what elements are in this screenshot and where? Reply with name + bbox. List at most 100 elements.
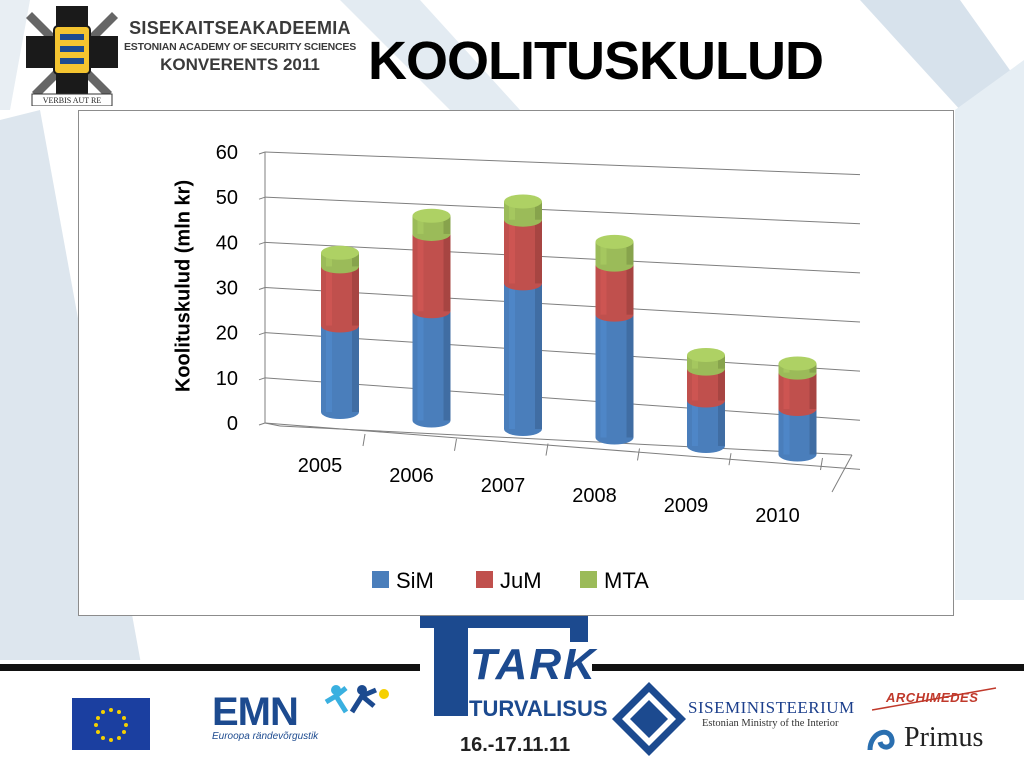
- bar-shadow: [443, 215, 451, 234]
- y-tick-label: 10: [216, 368, 238, 390]
- conference-label: KONVERENTS 2011: [160, 55, 320, 74]
- bar-highlight: [692, 355, 698, 369]
- bar-shadow: [718, 355, 725, 369]
- bar-shadow: [718, 400, 725, 446]
- bar-segment-jum: [504, 219, 542, 291]
- bar-shadow: [352, 325, 359, 412]
- bar-top-cap: [504, 194, 542, 209]
- legend-swatch-jum: [476, 571, 493, 588]
- x-tick-label: 2005: [298, 455, 343, 477]
- bar-shadow: [809, 363, 817, 373]
- grid-line: [264, 151, 861, 176]
- turvalisus-word: TURVALISUS: [469, 696, 608, 721]
- bar-highlight: [417, 215, 424, 234]
- bar-segment-jum: [687, 368, 725, 408]
- bar-segment-sim: [595, 314, 634, 445]
- tark-word: TARK: [470, 640, 597, 689]
- y-tick-mark: [258, 196, 266, 200]
- y-tick-label: 40: [216, 232, 238, 254]
- bar-segment-sim: [504, 283, 542, 436]
- emn-subtitle: Euroopa rändevõrgustik: [212, 731, 319, 742]
- bar-top-cap: [687, 348, 725, 362]
- y-tick-label: 20: [216, 323, 238, 345]
- y-tick-label: 60: [216, 142, 238, 164]
- x-tick-mark: [637, 448, 640, 461]
- bar-highlight: [326, 325, 332, 412]
- bar-shadow: [535, 219, 542, 284]
- x-tick-mark: [728, 453, 732, 466]
- legend-swatch-mta: [580, 571, 597, 588]
- footer-divider-left: [0, 664, 420, 671]
- bar-highlight: [417, 233, 424, 312]
- legend-swatch-sim: [372, 571, 389, 588]
- bar-shadow: [535, 201, 542, 220]
- bar-shadow: [626, 314, 634, 438]
- bar-highlight: [509, 283, 515, 429]
- x-tick-mark: [362, 433, 366, 447]
- bar-shadow: [352, 252, 359, 267]
- bar-top-cap: [321, 245, 359, 260]
- ministry-emblem-icon: [612, 682, 686, 756]
- floor-side-edge: [264, 422, 281, 427]
- legend-label-jum: JuM: [500, 568, 542, 593]
- emn-name: EMN: [212, 690, 299, 734]
- grid-line: [264, 196, 861, 225]
- bar-highlight: [600, 241, 607, 265]
- grid-line: [264, 377, 861, 421]
- bar-segment-jum: [321, 266, 359, 333]
- academy-text-block: SISEKAITSEAKADEEMIA ESTONIAN ACADEMY OF …: [122, 18, 358, 75]
- bar-highlight: [692, 368, 698, 401]
- eu-flag-icon: [72, 698, 150, 750]
- grid-line: [264, 241, 861, 274]
- bar-segment-jum: [595, 264, 634, 322]
- y-tick-label: 0: [227, 413, 238, 435]
- bar-highlight: [509, 219, 515, 284]
- bar-highlight: [600, 264, 607, 315]
- bar-highlight: [783, 372, 790, 409]
- bar-segment-jum: [412, 233, 451, 319]
- bar-shadow: [809, 372, 817, 409]
- tark-turvalisus-logo: [420, 616, 590, 766]
- bar-shadow: [626, 241, 634, 265]
- bar-highlight: [600, 314, 607, 438]
- bar-shadow: [626, 264, 634, 315]
- legend-label-sim: SiM: [396, 568, 434, 593]
- academy-english-name: ESTONIAN ACADEMY OF SECURITY SCIENCES: [124, 41, 356, 53]
- x-tick-label: 2009: [664, 495, 709, 517]
- x-tick-label: 2008: [572, 485, 617, 507]
- slide-title: KOOLITUSKULUD: [368, 31, 824, 91]
- y-axis-label: Koolituskulud (mln kr): [172, 179, 195, 393]
- bar-segment-mta: [595, 241, 634, 272]
- ministry-logo: SISEMINISTEERIUM Estonian Ministry of th…: [688, 698, 855, 729]
- bar-shadow: [443, 311, 451, 421]
- conference-dates: 16.-17.11.11: [460, 734, 571, 756]
- bar-shadow: [443, 233, 451, 312]
- x-tick-label: 2006: [389, 465, 434, 487]
- bar-segment-mta: [504, 201, 542, 227]
- y-tick-mark: [258, 241, 266, 245]
- bar-segment-mta: [412, 215, 451, 241]
- bar-segment-sim: [778, 409, 817, 462]
- bar-shadow: [718, 368, 725, 401]
- x-tick-label: 2007: [481, 475, 526, 497]
- y-tick-mark: [258, 332, 266, 336]
- bar-highlight: [783, 409, 790, 455]
- bar-shadow: [352, 266, 359, 326]
- archimedes-underline-icon: [872, 687, 997, 711]
- emn-figures-icon: [324, 685, 389, 714]
- grid-line: [264, 332, 861, 372]
- x-tick-mark: [545, 443, 549, 456]
- tark-t-icon: [420, 616, 588, 716]
- primus-swirl-icon: [867, 729, 895, 751]
- y-tick-mark: [258, 422, 266, 426]
- bar-top-cap: [412, 208, 451, 223]
- ministry-english-name: Estonian Ministry of the Interior: [702, 718, 839, 729]
- academy-crest-logo: VERBIS AUT RE: [26, 6, 118, 106]
- bar-segment-sim: [412, 311, 451, 428]
- floor-back-edge: [279, 425, 853, 456]
- x-tick-mark: [820, 457, 823, 471]
- emn-logo: EMN Euroopa rändevõrgustik: [212, 690, 318, 742]
- y-tick-label: 30: [216, 278, 238, 300]
- bar-highlight: [326, 266, 332, 326]
